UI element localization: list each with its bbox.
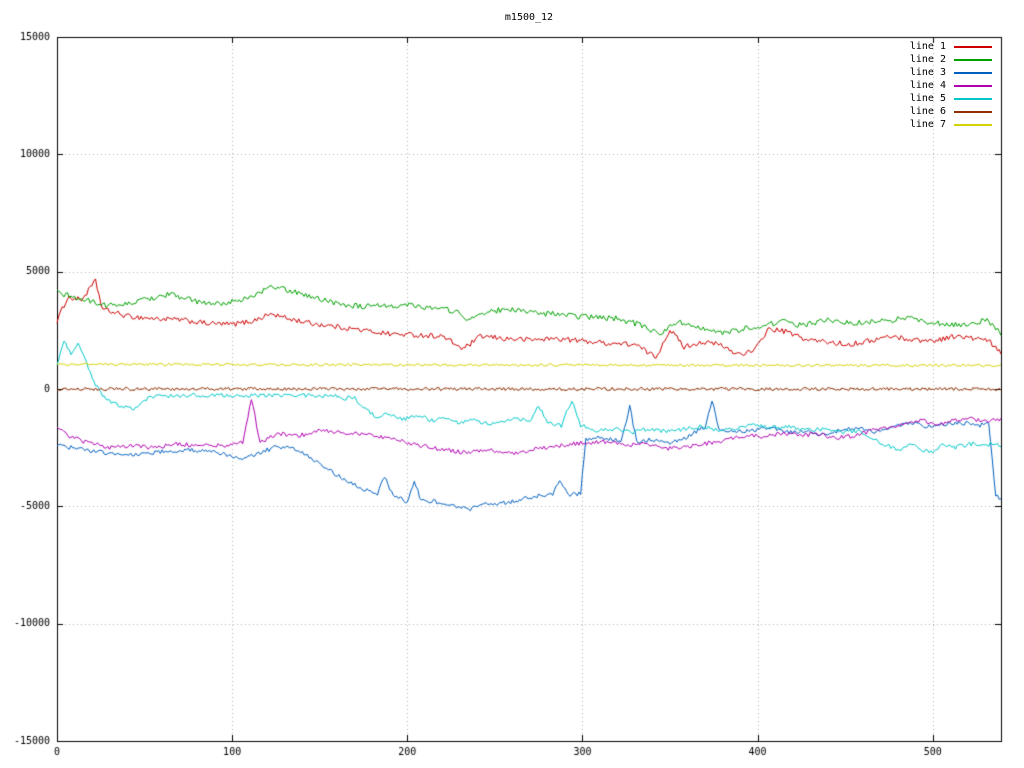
legend-item: line 5 <box>910 93 992 105</box>
legend-line-swatch <box>954 124 992 126</box>
legend-label: line 2 <box>909 54 946 65</box>
legend-item: line 6 <box>910 106 992 118</box>
legend-item: line 1 <box>910 41 992 53</box>
legend-label: line 3 <box>909 67 946 78</box>
legend-label: line 1 <box>909 41 946 52</box>
legend-line-swatch <box>954 59 992 61</box>
legend-label: line 7 <box>909 119 946 130</box>
legend: line 1 line 2 line 3 line 4 line 5 line 6 line… <box>910 41 992 132</box>
legend-item: line 7 <box>910 119 992 131</box>
legend-line-swatch <box>954 111 992 113</box>
legend-item: line 4 <box>910 80 992 92</box>
chart-title: m1500_12 <box>504 12 554 23</box>
legend-line-swatch <box>954 85 992 87</box>
legend-label: line 5 <box>909 93 946 104</box>
legend-line-swatch <box>954 46 992 48</box>
legend-label: line 6 <box>909 106 946 117</box>
legend-line-swatch <box>954 72 992 74</box>
legend-label: line 4 <box>909 80 946 91</box>
legend-item: line 2 <box>910 54 992 66</box>
legend-line-swatch <box>954 98 992 100</box>
legend-item: line 3 <box>910 67 992 79</box>
